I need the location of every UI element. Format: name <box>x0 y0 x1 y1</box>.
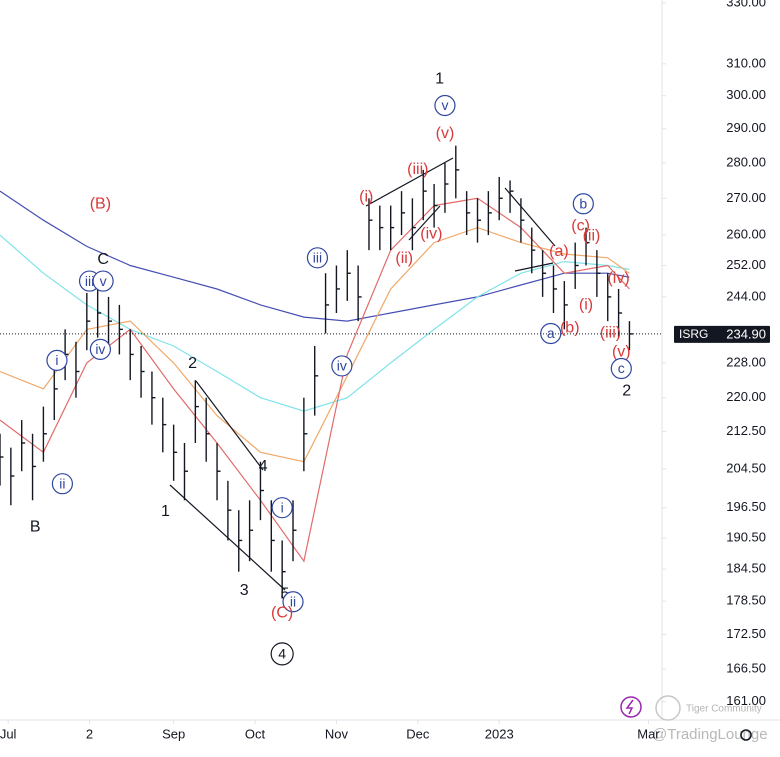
wave-label: (b) <box>560 320 580 337</box>
y-tick-label: 212.50 <box>726 423 766 438</box>
trend-line <box>169 484 286 591</box>
wave-label: iv <box>95 341 105 357</box>
wave-label: 4 <box>259 458 268 475</box>
wave-label: v <box>100 273 107 289</box>
x-tick-label: Jul <box>0 726 17 741</box>
y-tick-label: 196.50 <box>726 499 766 514</box>
y-tick-label: 172.50 <box>726 626 766 641</box>
wave-label-circle <box>51 473 74 495</box>
wave-label: C <box>97 251 109 268</box>
wave-label: c <box>618 360 625 376</box>
wave-label: 4 <box>278 646 286 662</box>
wave-label: (i) <box>359 188 373 205</box>
wave-label-circle <box>331 355 353 377</box>
plot-area <box>0 145 633 599</box>
x-tick-label: Mar <box>637 726 660 741</box>
wave-label: ii <box>59 475 65 491</box>
y-tick-label: 228.00 <box>726 354 766 369</box>
x-tick-label: Oct <box>245 726 266 741</box>
wave-label: (ii) <box>395 250 413 267</box>
wave-label: 1 <box>161 503 170 520</box>
badge: Tiger Community <box>620 695 762 721</box>
wave-label-circle <box>610 357 632 380</box>
wave-label: (i) <box>579 297 593 314</box>
badge-bolt <box>625 699 634 715</box>
trend-line <box>408 205 441 241</box>
wave-label-circle <box>46 349 68 371</box>
wave-label: iii <box>85 273 94 289</box>
settings-icon[interactable] <box>740 729 752 741</box>
y-tick-label: 300.00 <box>726 87 766 102</box>
wave-label: (iii) <box>407 161 428 178</box>
y-tick-label: 190.50 <box>726 529 766 544</box>
wave-label: (v) <box>612 344 631 361</box>
wave-label: (a) <box>549 243 569 260</box>
trend-line <box>365 157 454 207</box>
y-tick-label: 252.00 <box>726 257 766 272</box>
wave-label: 5 <box>280 585 289 602</box>
wave-label-circle <box>572 193 594 215</box>
y-tick-label: 178.50 <box>726 593 766 608</box>
wave-label: (iv) <box>607 270 629 287</box>
wave-label-circle <box>306 247 329 269</box>
badge-logo <box>655 695 681 721</box>
trend-lines <box>169 157 556 591</box>
wave-label: (ii) <box>583 227 601 244</box>
y-tick-label: 220.00 <box>726 389 766 404</box>
y-tick-label: 244.00 <box>726 288 766 303</box>
wave-label: (c) <box>571 218 590 235</box>
x-tick-label: Sep <box>162 726 185 741</box>
y-tick-label: 260.00 <box>726 227 766 242</box>
wave-label: (C) <box>271 604 293 621</box>
wave-label: B <box>30 518 41 535</box>
wave-label: (v) <box>436 125 455 142</box>
wave-label: (iii) <box>600 324 621 341</box>
y-tick-label: 310.00 <box>726 55 766 70</box>
wave-label: (B) <box>90 196 111 213</box>
y-tick-label: 270.00 <box>726 190 766 205</box>
wave-label-circle <box>270 642 294 666</box>
wave-label: 2 <box>622 382 631 399</box>
last-price-tag <box>674 325 770 343</box>
symbol-label: ISRG <box>679 327 708 341</box>
wave-label: a <box>547 325 555 341</box>
settings-gear[interactable] <box>740 729 752 741</box>
last-price-label: 234.90 <box>726 326 766 341</box>
watermark: @TradingLounge <box>652 726 768 743</box>
wave-label: iv <box>337 358 347 374</box>
wave-label: b <box>579 195 587 211</box>
wave-label: 2 <box>188 355 197 372</box>
wave-label-circle <box>89 338 111 360</box>
wave-label-circle <box>282 591 304 613</box>
trend-line <box>504 187 556 247</box>
y-tick-label: 161.00 <box>726 693 766 708</box>
wave-label: v <box>441 97 448 113</box>
wave-label: iii <box>313 249 322 265</box>
y-tick-label: 280.00 <box>726 154 766 169</box>
trend-line <box>514 262 554 272</box>
wave-label: 3 <box>240 582 249 599</box>
wave-label: 1 <box>435 71 444 88</box>
wave-label-circle <box>92 270 114 292</box>
trend-line <box>195 380 264 471</box>
wave-label-circle <box>434 94 456 117</box>
badge-icon <box>620 696 642 718</box>
wave-label: (iv) <box>420 225 442 242</box>
x-tick-label: 2 <box>86 726 93 741</box>
y-tick-label: 204.50 <box>726 460 766 475</box>
x-tick-label: Dec <box>406 726 430 741</box>
y-tick-label: 166.50 <box>726 660 766 675</box>
y-tick-label: 184.50 <box>726 560 766 575</box>
wave-label: i <box>55 352 58 368</box>
x-tick-label: 2023 <box>485 726 514 741</box>
badge-text: Tiger Community <box>686 704 762 715</box>
wave-label-circle <box>271 497 293 519</box>
y-tick-label: 330.00 <box>726 0 766 9</box>
wave-label: ii <box>290 593 296 609</box>
y-tick-label: 290.00 <box>726 120 766 135</box>
x-tick-label: Nov <box>325 726 349 741</box>
wave-label: i <box>281 499 284 515</box>
